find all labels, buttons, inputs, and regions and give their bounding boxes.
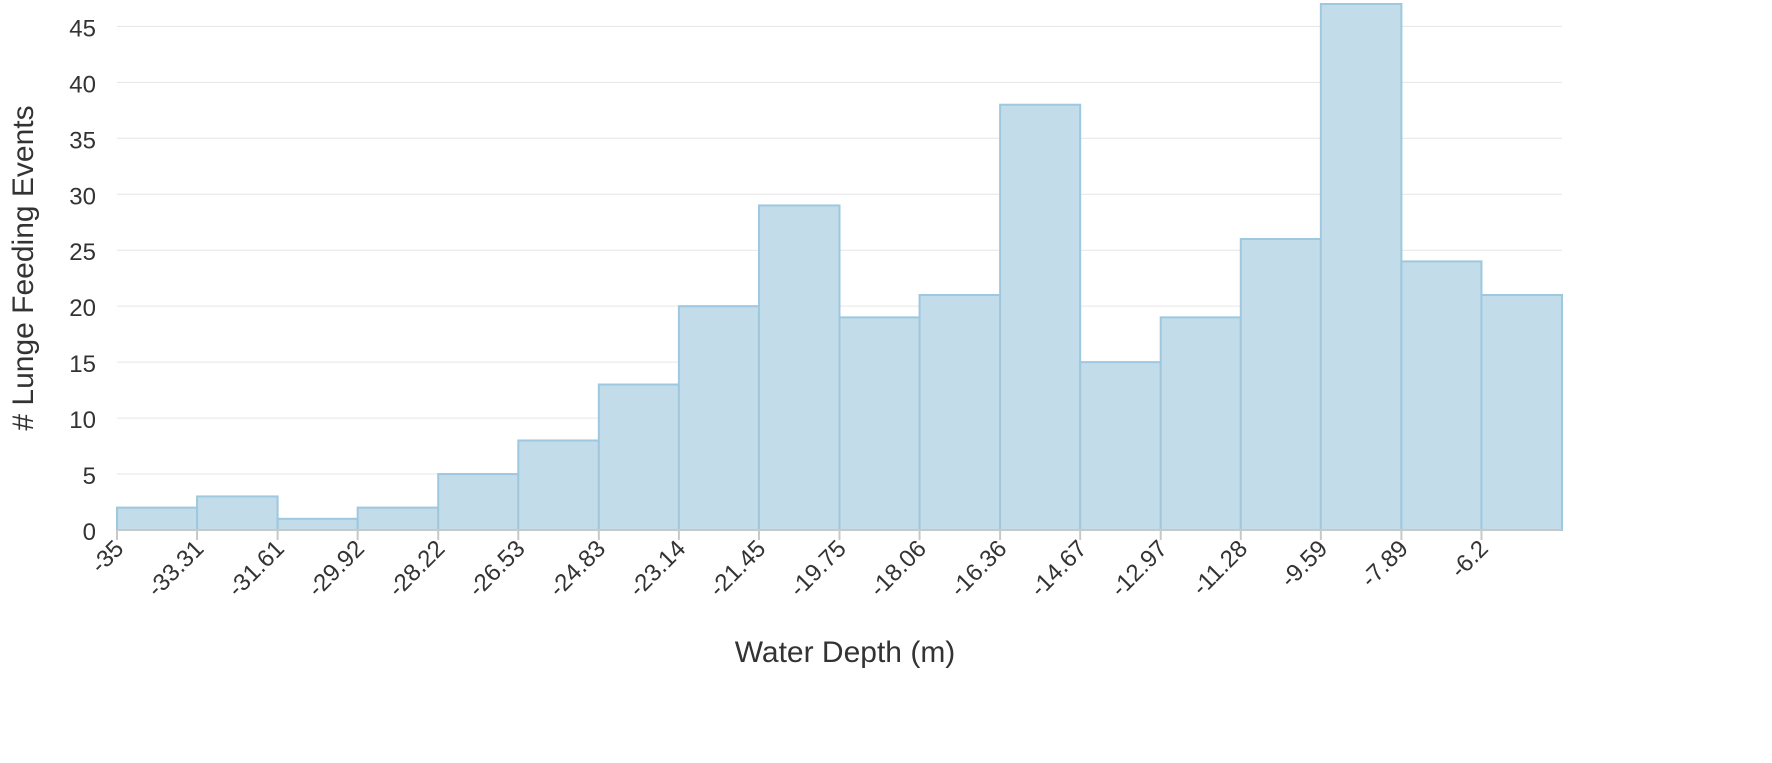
x-tick-label: -14.67 [1025, 535, 1092, 602]
histogram-bar [597, 383, 680, 532]
x-tick-label: -18.06 [865, 535, 932, 602]
histogram-bar [437, 473, 520, 531]
y-tick-label: 0 [83, 519, 96, 546]
x-tick-label: -6.2 [1445, 535, 1493, 583]
histogram-bar [356, 506, 440, 532]
x-tick-label: -21.45 [704, 535, 771, 602]
x-tick-label: -7.89 [1356, 535, 1414, 593]
histogram-bar [918, 293, 1002, 531]
histogram-bar [757, 204, 841, 531]
x-tick-labels: -35 -33.31 -31.61 -29.92 -28.22 -26.53 -24.83-… [86, 535, 1494, 602]
histogram-bar [1159, 316, 1242, 531]
histogram-bar [116, 506, 199, 532]
y-tick-label: 25 [69, 239, 96, 266]
x-tick-label: -16.36 [945, 535, 1012, 602]
axes [116, 529, 1562, 540]
y-axis-title: # Lunge Feeding Events [7, 105, 40, 430]
histogram-bar [517, 439, 600, 531]
bars [116, 3, 1563, 532]
histogram-bar [677, 305, 760, 532]
histogram-bar [196, 495, 279, 532]
histogram-bar [1239, 238, 1322, 531]
histogram-bar [999, 103, 1082, 531]
histogram-bar [1079, 361, 1162, 531]
x-tick-label: -12.97 [1106, 535, 1173, 602]
x-tick-label: -24.83 [544, 535, 611, 602]
x-tick-label: -23.14 [624, 535, 691, 602]
y-tick-label: 15 [69, 351, 96, 378]
histogram-bar [1400, 260, 1483, 531]
y-tick-label: 20 [69, 295, 96, 322]
x-tick-label: -31.61 [223, 535, 290, 602]
x-tick-label: -33.31 [142, 535, 209, 602]
y-tick-label: 10 [69, 407, 96, 434]
y-tick-label: 45 [69, 15, 96, 42]
histogram-bar [1319, 3, 1403, 531]
x-axis-title: Water Depth (m) [735, 636, 956, 669]
x-tick-label: -26.53 [463, 535, 530, 602]
histogram-bar [1480, 293, 1563, 531]
y-tick-label: 30 [69, 183, 96, 210]
y-tick-label: 40 [69, 71, 96, 98]
x-tick-label: -9.59 [1275, 535, 1333, 593]
x-tick-label: -19.75 [785, 535, 852, 602]
x-tick-label: -11.28 [1187, 535, 1253, 601]
histogram-bar [838, 316, 921, 531]
x-tick-label: -29.92 [303, 535, 370, 602]
x-tick-label: -28.22 [383, 535, 450, 602]
y-tick-label: 35 [69, 127, 96, 154]
histogram-bar [276, 517, 359, 532]
y-tick-labels: 0 5 10 15 20 25 30 35 40 45 [69, 15, 96, 546]
y-tick-label: 5 [83, 463, 96, 490]
